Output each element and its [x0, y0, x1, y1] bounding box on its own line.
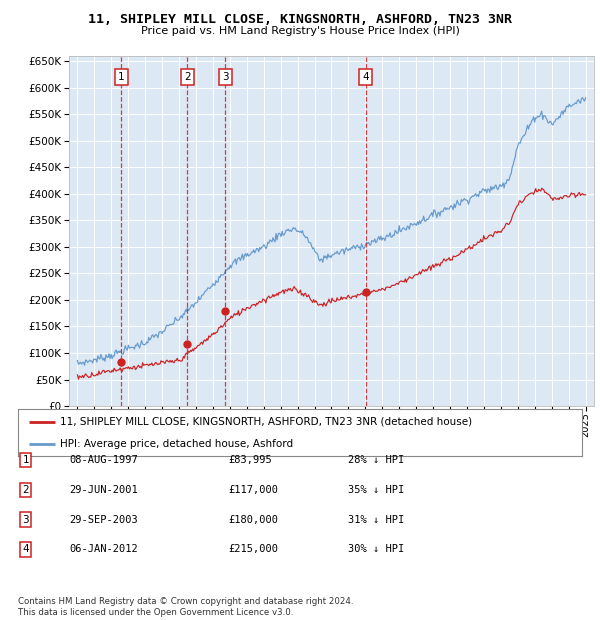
Text: 11, SHIPLEY MILL CLOSE, KINGSNORTH, ASHFORD, TN23 3NR (detached house): 11, SHIPLEY MILL CLOSE, KINGSNORTH, ASHF…	[60, 417, 472, 427]
Text: Contains HM Land Registry data © Crown copyright and database right 2024.
This d: Contains HM Land Registry data © Crown c…	[18, 598, 353, 617]
Text: £117,000: £117,000	[228, 485, 278, 495]
Text: 06-JAN-2012: 06-JAN-2012	[69, 544, 138, 554]
Text: 1: 1	[118, 72, 125, 82]
Text: 35% ↓ HPI: 35% ↓ HPI	[348, 485, 404, 495]
Text: 08-AUG-1997: 08-AUG-1997	[69, 455, 138, 465]
Text: £83,995: £83,995	[228, 455, 272, 465]
Text: £215,000: £215,000	[228, 544, 278, 554]
Text: 1: 1	[22, 455, 29, 465]
Text: 28% ↓ HPI: 28% ↓ HPI	[348, 455, 404, 465]
Text: 31% ↓ HPI: 31% ↓ HPI	[348, 515, 404, 525]
Text: 29-JUN-2001: 29-JUN-2001	[69, 485, 138, 495]
Text: 30% ↓ HPI: 30% ↓ HPI	[348, 544, 404, 554]
Text: 2: 2	[22, 485, 29, 495]
Text: 4: 4	[362, 72, 369, 82]
Text: HPI: Average price, detached house, Ashford: HPI: Average price, detached house, Ashf…	[60, 439, 293, 449]
Text: 3: 3	[22, 515, 29, 525]
Text: 2: 2	[184, 72, 191, 82]
Text: 4: 4	[22, 544, 29, 554]
Text: £180,000: £180,000	[228, 515, 278, 525]
Text: 29-SEP-2003: 29-SEP-2003	[69, 515, 138, 525]
Text: 3: 3	[222, 72, 229, 82]
Text: Price paid vs. HM Land Registry's House Price Index (HPI): Price paid vs. HM Land Registry's House …	[140, 26, 460, 36]
Text: 11, SHIPLEY MILL CLOSE, KINGSNORTH, ASHFORD, TN23 3NR: 11, SHIPLEY MILL CLOSE, KINGSNORTH, ASHF…	[88, 14, 512, 26]
